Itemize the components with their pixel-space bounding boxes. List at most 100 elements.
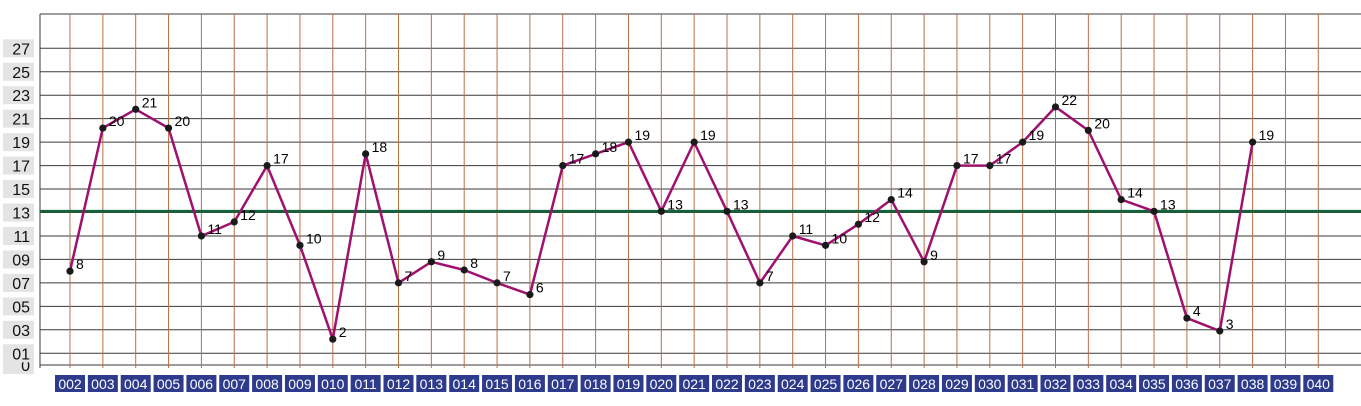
x-tick-bg <box>449 375 480 392</box>
data-label: 12 <box>240 207 256 223</box>
data-point <box>362 150 370 158</box>
x-tick: 027 <box>876 375 907 392</box>
x-tick-bg <box>1237 375 1268 392</box>
x-tick-label: 026 <box>847 376 871 392</box>
x-tick-label: 032 <box>1044 376 1068 392</box>
x-tick-label: 035 <box>1142 376 1166 392</box>
data-label: 20 <box>1094 115 1110 131</box>
y-tick-bg <box>3 86 34 105</box>
x-tick-label: 011 <box>354 376 377 392</box>
x-tick-label: 008 <box>255 376 279 392</box>
y-tick-bg <box>3 133 34 152</box>
y-tick: 01 <box>3 344 34 363</box>
data-label: 19 <box>634 127 650 143</box>
data-point <box>164 124 173 132</box>
data-point <box>296 241 304 249</box>
data-point <box>592 150 600 158</box>
x-tick: 030 <box>974 375 1005 392</box>
data-label: 17 <box>963 151 979 167</box>
x-tick-label: 031 <box>1011 376 1035 392</box>
data-label: 8 <box>76 256 84 272</box>
data-label: 19 <box>1029 127 1045 143</box>
data-label: 9 <box>437 247 445 263</box>
y-tick: 19 <box>3 133 34 152</box>
x-tick-label: 015 <box>485 376 509 392</box>
data-label: 14 <box>897 185 913 201</box>
data-label: 10 <box>306 230 322 246</box>
x-tick: 029 <box>941 375 972 392</box>
y-tick-label: 27 <box>12 41 30 58</box>
x-tick-bg <box>1073 375 1104 392</box>
y-tick-bg <box>3 297 34 316</box>
y-tick-bg <box>3 180 34 199</box>
data-point <box>1249 138 1257 146</box>
x-tick-bg <box>1270 375 1301 392</box>
y-tick-label: 17 <box>12 159 30 176</box>
x-tick: 020 <box>646 375 677 392</box>
data-point <box>624 138 633 146</box>
data-point <box>1019 138 1027 146</box>
data-label: 20 <box>109 113 125 129</box>
x-tick: 018 <box>580 375 611 392</box>
x-tick-label: 033 <box>1077 376 1101 392</box>
data-label: 18 <box>602 139 618 155</box>
y-tick-bg <box>3 62 34 81</box>
x-tick: 021 <box>679 375 710 392</box>
y-tick-label: 23 <box>12 88 30 105</box>
x-tick-label: 020 <box>650 376 674 392</box>
x-tick: 005 <box>153 375 184 392</box>
x-tick: 013 <box>416 375 447 392</box>
x-tick: 033 <box>1073 375 1104 392</box>
x-tick: 016 <box>514 375 545 392</box>
y-tick: 17 <box>3 156 34 176</box>
y-tick-bg <box>3 273 34 292</box>
x-tick-bg <box>777 375 808 392</box>
data-point <box>723 207 731 215</box>
x-tick: 024 <box>777 375 808 392</box>
x-tick-label: 038 <box>1241 376 1265 392</box>
x-tick: 039 <box>1270 375 1301 392</box>
x-tick: 002 <box>55 375 85 392</box>
x-tick: 028 <box>909 375 940 392</box>
x-tick-bg <box>186 375 217 392</box>
x-tick-bg <box>1007 375 1038 392</box>
data-label: 19 <box>1259 127 1275 143</box>
x-tick-bg <box>383 375 414 392</box>
y-tick-label: 13 <box>12 206 30 223</box>
data-point <box>460 266 468 274</box>
data-label: 10 <box>832 230 848 246</box>
y-tick-bg <box>3 156 34 175</box>
grid <box>39 13 1361 368</box>
y-tick: 23 <box>3 86 34 105</box>
x-tick: 004 <box>120 375 151 392</box>
x-tick-label: 028 <box>912 376 936 392</box>
data-label: 4 <box>1193 303 1201 319</box>
x-tick-bg <box>613 375 644 392</box>
y-tick-label: 0 <box>21 358 30 375</box>
x-tick-label: 005 <box>157 376 181 392</box>
data-label: 9 <box>930 247 938 263</box>
data-point <box>1183 314 1191 322</box>
x-tick: 031 <box>1007 375 1038 392</box>
x-tick-label: 014 <box>453 376 477 392</box>
x-tick-label: 013 <box>420 376 444 392</box>
x-tick-label: 019 <box>617 376 641 392</box>
x-tick: 038 <box>1237 375 1268 392</box>
x-tick-label: 022 <box>715 376 739 392</box>
data-point <box>920 258 928 266</box>
x-tick-bg <box>646 375 677 392</box>
plot-background <box>40 14 1361 373</box>
x-tick: 032 <box>1040 375 1071 392</box>
x-tick-label: 027 <box>880 376 904 392</box>
y-tick-label: 25 <box>12 65 30 82</box>
x-tick: 023 <box>744 375 775 392</box>
data-point <box>756 279 764 287</box>
y-tick: 09 <box>3 250 34 269</box>
y-tick-bg <box>3 203 34 222</box>
x-tick-bg <box>744 375 775 392</box>
data-point <box>854 220 863 228</box>
x-tick-bg <box>1139 375 1170 392</box>
x-tick-label: 024 <box>781 376 805 392</box>
x-tick-bg <box>876 375 907 392</box>
x-tick-label: 029 <box>945 376 969 392</box>
